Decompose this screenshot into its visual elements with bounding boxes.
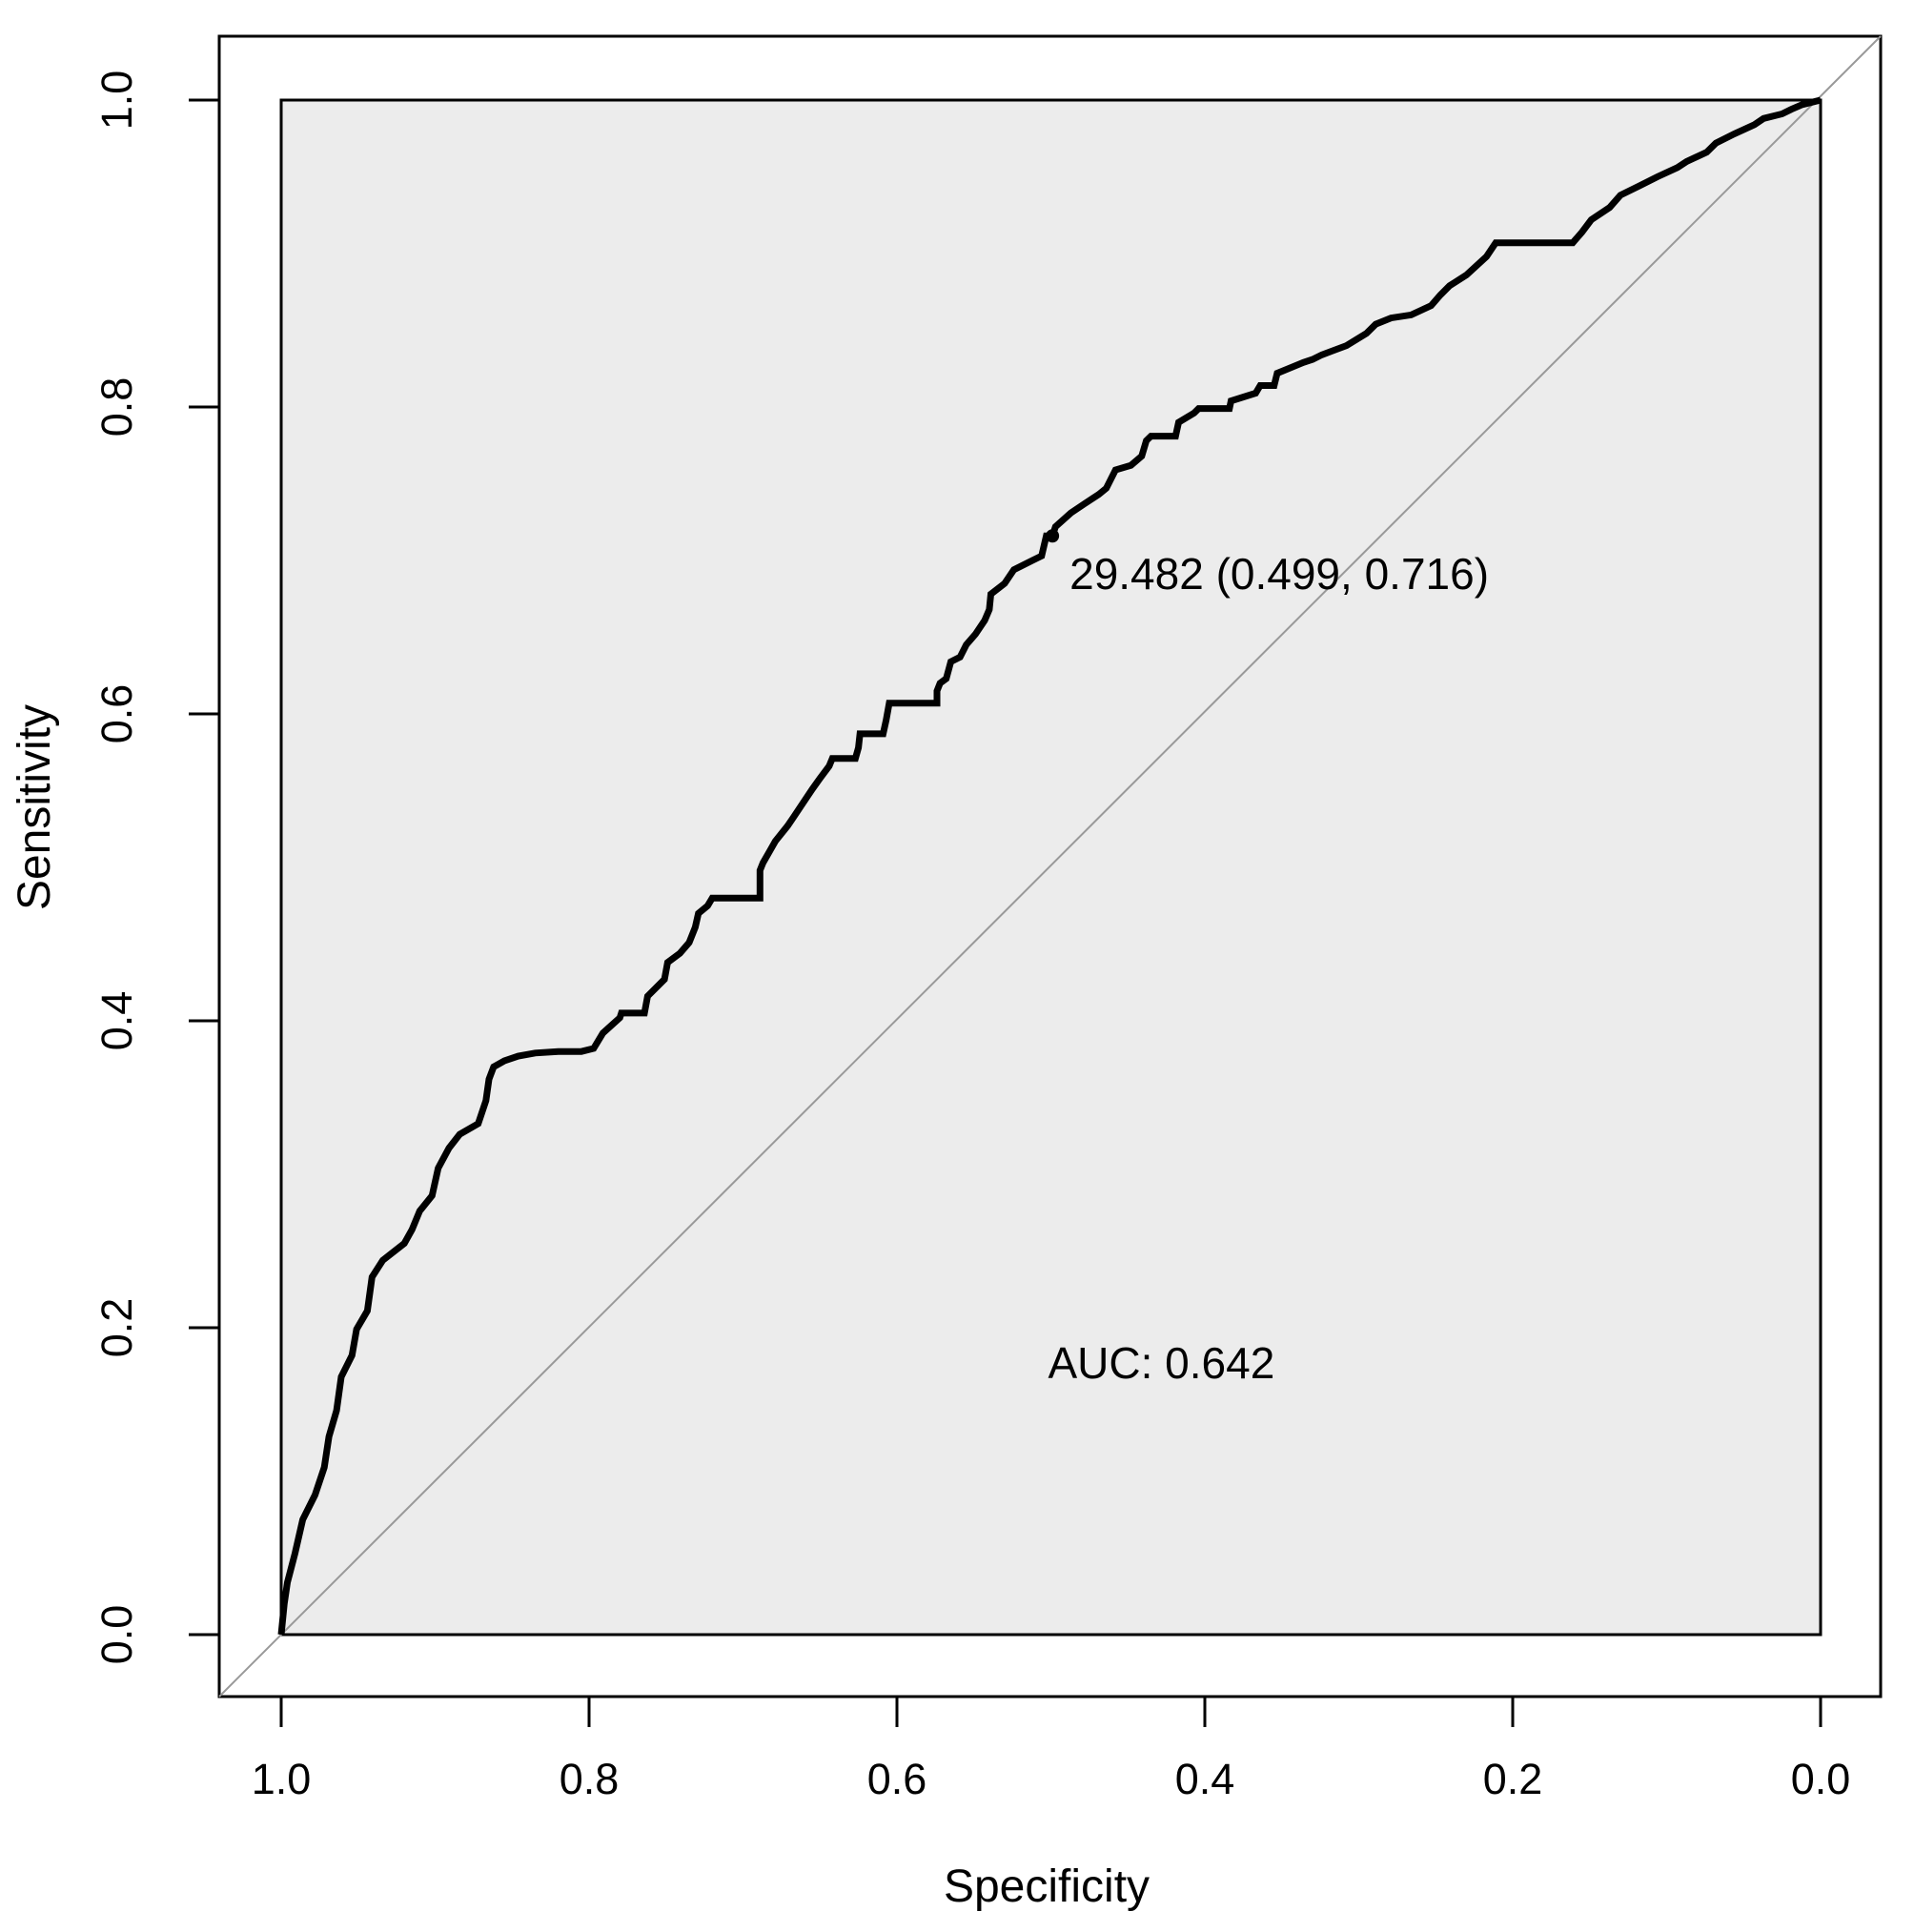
identity-line xyxy=(218,35,1882,1698)
y-tick-label: 1.0 xyxy=(92,71,141,131)
threshold-point-marker xyxy=(1046,529,1060,543)
x-axis-ticks: 1.0 0.8 0.6 0.4 0.2 0.0 xyxy=(252,1697,1851,1803)
x-tick-label: 0.0 xyxy=(1791,1755,1851,1803)
x-tick-label: 0.2 xyxy=(1483,1755,1543,1803)
threshold-label: 29.482 (0.499, 0.716) xyxy=(1069,549,1489,599)
y-tick-label: 0.6 xyxy=(92,684,141,744)
x-tick-label: 0.4 xyxy=(1175,1755,1235,1803)
y-tick-label: 0.0 xyxy=(92,1605,141,1665)
x-tick-label: 0.6 xyxy=(867,1755,927,1803)
y-axis-title: Sensitivity xyxy=(10,704,60,910)
auc-label: AUC: 0.642 xyxy=(1049,1338,1275,1388)
roc-curve xyxy=(277,96,1822,1636)
x-axis-title: Specificity xyxy=(944,1861,1150,1912)
y-tick-label: 0.8 xyxy=(92,377,141,437)
y-tick-label: 0.2 xyxy=(92,1298,141,1358)
y-tick-label: 0.4 xyxy=(92,991,141,1051)
y-axis-ticks: 0.0 0.2 0.4 0.6 0.8 1.0 xyxy=(92,71,219,1665)
x-tick-label: 1.0 xyxy=(252,1755,312,1803)
x-tick-label: 0.8 xyxy=(560,1755,620,1803)
